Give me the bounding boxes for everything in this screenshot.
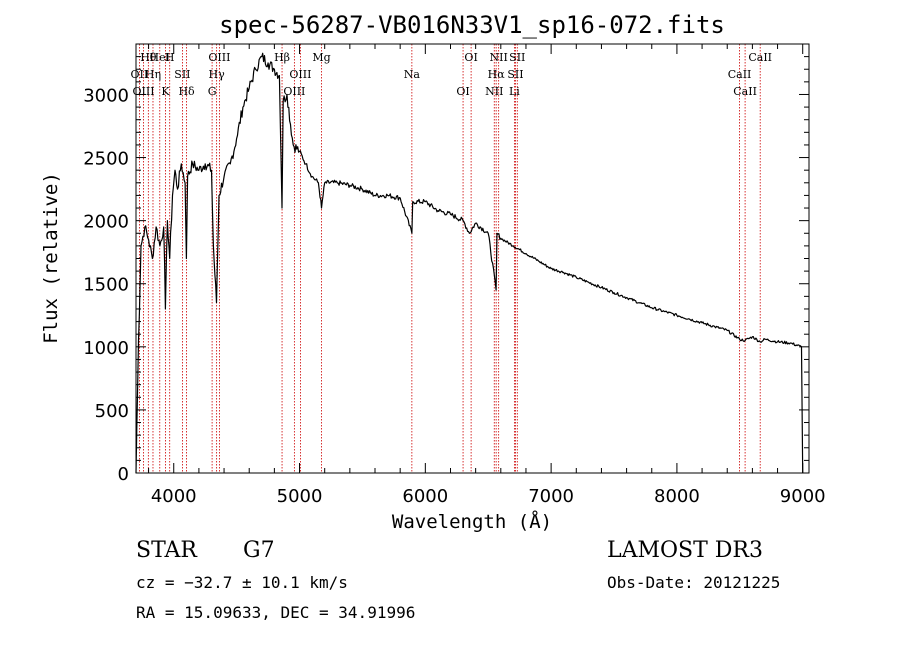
- line-label: G: [208, 85, 217, 98]
- plot-frame: [135, 43, 810, 474]
- line-label: CaII: [733, 85, 757, 98]
- line-label: NII: [485, 85, 503, 98]
- x-tick-label: 8000: [654, 486, 700, 507]
- line-label: OIII: [208, 51, 230, 64]
- line-label: OI: [464, 51, 477, 64]
- line-label: Mg: [312, 51, 330, 64]
- line-label: Hγ: [209, 68, 226, 81]
- y-tick-label: 3000: [83, 85, 129, 106]
- object-class: STAR: [136, 538, 197, 563]
- line-label: Li: [509, 85, 520, 98]
- x-tick-label: 7000: [528, 486, 574, 507]
- line-label: Hδ: [178, 85, 195, 98]
- line-label: OI: [456, 85, 469, 98]
- y-axis-label: Flux (relative): [40, 172, 62, 344]
- y-tick-label: 0: [118, 464, 129, 485]
- line-label: SII: [507, 68, 523, 81]
- line-label: CaII: [728, 68, 752, 81]
- line-label: SII: [174, 68, 190, 81]
- line-label: SII: [509, 51, 525, 64]
- coordinates-text: RA = 15.09633, DEC = 34.91996: [136, 603, 416, 622]
- spectrum-line: [135, 52, 804, 474]
- y-tick-label: 1500: [83, 275, 129, 296]
- line-label: HeI: [150, 51, 170, 64]
- spectral-line-labels: HθOIIOIIIHeIHηKHSIIHδOIIIHγGHβOIIIOIIIMg…: [131, 51, 772, 98]
- line-label: OIII: [289, 68, 311, 81]
- y-axis-ticks: 0 500 1000 1500 2000 2500 3000: [83, 43, 809, 485]
- line-label: Na: [404, 68, 421, 81]
- line-label: H: [165, 51, 175, 64]
- redshift-text: cz = −32.7 ± 10.1 km/s: [136, 573, 348, 592]
- y-tick-label: 2500: [83, 149, 129, 170]
- y-tick-label: 2000: [83, 212, 129, 233]
- line-label: NII: [490, 51, 508, 64]
- object-subclass: G7: [243, 538, 275, 563]
- survey-name: LAMOST DR3: [607, 538, 763, 563]
- line-label: Hα: [488, 68, 506, 81]
- x-tick-label: 6000: [402, 486, 448, 507]
- obs-date: Obs-Date: 20121225: [607, 573, 781, 592]
- y-tick-label: 1000: [83, 338, 129, 359]
- line-label: K: [161, 85, 170, 98]
- x-axis-ticks: 4000 5000 6000 7000 8000 9000: [148, 44, 826, 507]
- chart-title: spec-56287-VB016N33V1_sp16-072.fits: [219, 11, 725, 39]
- line-label: CaII: [748, 51, 772, 64]
- y-tick-label: 500: [95, 401, 129, 422]
- spectral-line-markers: [138, 44, 761, 473]
- line-label: Hθ: [140, 51, 157, 64]
- line-label: OII: [131, 68, 149, 81]
- line-label: Hη: [145, 68, 161, 81]
- x-tick-label: 4000: [151, 486, 197, 507]
- line-label: Hβ: [274, 51, 290, 64]
- line-label: OIII: [283, 85, 305, 98]
- x-axis-label: Wavelength (Å): [392, 510, 552, 533]
- x-tick-label: 9000: [780, 486, 826, 507]
- x-tick-label: 5000: [277, 486, 323, 507]
